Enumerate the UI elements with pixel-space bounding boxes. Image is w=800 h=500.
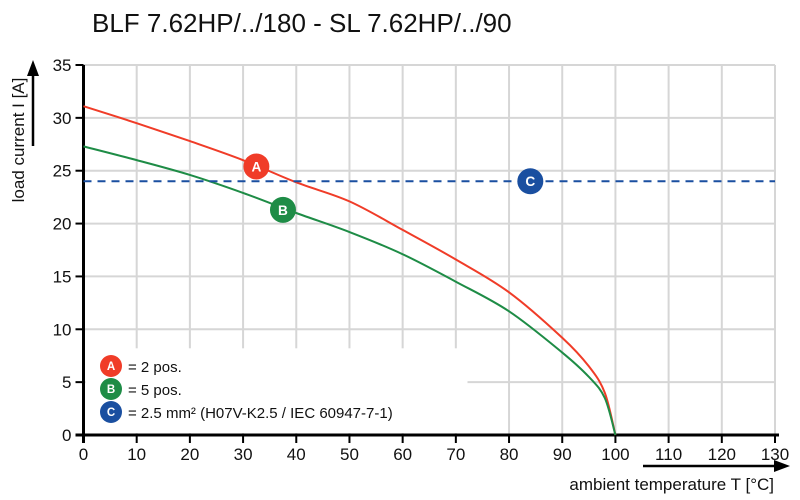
curve-marker-a-letter: A: [251, 159, 261, 174]
x-tick-label: 40: [287, 445, 306, 464]
series-line-a: [83, 105, 617, 436]
y-tick-label: 25: [53, 162, 72, 181]
x-tick-label: 30: [234, 445, 253, 464]
series-line-b: [83, 145, 617, 436]
y-tick-label: 20: [53, 215, 72, 234]
legend-marker-b: B: [100, 378, 122, 400]
y-tick-label: 0: [62, 426, 71, 445]
y-tick-label: 5: [62, 373, 71, 392]
curve-marker-b-circle: [269, 196, 296, 223]
legend-marker-c: C: [100, 401, 122, 423]
legend-marker-b-letter: B: [107, 384, 115, 396]
curve-marker-a: A: [243, 153, 270, 180]
y-tick-label: 10: [53, 320, 72, 339]
x-tick-label: 50: [340, 445, 359, 464]
y-tick-label: 15: [53, 267, 72, 286]
curve-marker-a-circle: [243, 153, 270, 180]
curve-marker-b: B: [269, 196, 296, 223]
legend-label: = 2 pos.: [128, 359, 182, 376]
curve-marker-c: C: [517, 168, 544, 195]
x-tick-label: 70: [446, 445, 465, 464]
curve-marker-c-circle: [517, 168, 544, 195]
x-axis-arrow-icon: [774, 460, 790, 472]
x-tick-label: 100: [601, 445, 629, 464]
legend-marker-c-circle: [100, 401, 122, 423]
legend-marker-a: A: [100, 355, 122, 377]
y-tick-label: 35: [53, 56, 72, 75]
legend-marker-a-letter: A: [107, 361, 116, 373]
legend-marker-b-circle: [100, 378, 122, 400]
x-tick-label: 120: [708, 445, 736, 464]
curve-marker-b-letter: B: [278, 203, 288, 218]
legend-label: = 5 pos.: [128, 382, 182, 399]
curve-marker-c-letter: C: [525, 174, 535, 189]
chart-title: BLF 7.62HP/../180 - SL 7.62HP/../90: [92, 8, 512, 38]
legend-label: = 2.5 mm² (H07V-K2.5 / IEC 60947-7-1): [128, 405, 393, 422]
legend-marker-a-circle: [100, 355, 122, 377]
x-tick-label: 110: [655, 445, 682, 464]
y-axis-label: load current I [A]: [9, 78, 28, 203]
legend-background: [85, 348, 468, 433]
x-axis-label: ambient temperature T [°C]: [569, 475, 774, 494]
x-tick-label: 90: [553, 445, 572, 464]
y-axis-arrow-icon: [27, 60, 39, 76]
x-tick-label: 20: [180, 445, 199, 464]
x-tick-label: 130: [761, 445, 789, 464]
x-tick-label: 0: [79, 445, 88, 464]
x-tick-label: 60: [393, 445, 412, 464]
x-tick-label: 80: [500, 445, 519, 464]
x-tick-label: 10: [127, 445, 146, 464]
y-tick-label: 30: [53, 109, 72, 128]
legend-marker-c-letter: C: [107, 407, 116, 419]
